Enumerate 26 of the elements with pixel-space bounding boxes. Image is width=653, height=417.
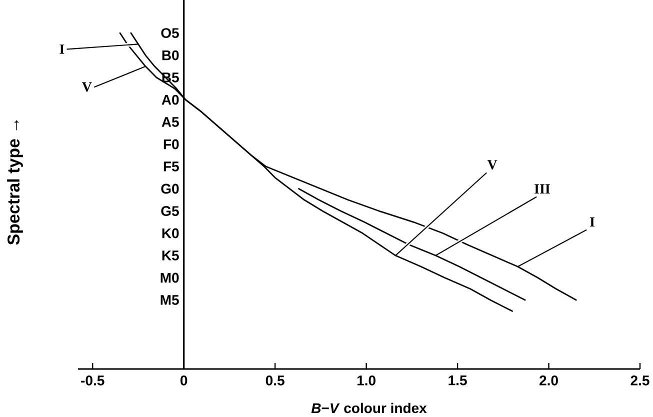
annotation: I (60, 44, 64, 54)
y-tick-label: G5 (161, 206, 179, 216)
y-tick-label: A5 (162, 117, 179, 127)
y-tick-label: F5 (164, 162, 179, 172)
y-tick-label: F0 (164, 139, 179, 150)
y-tick-label: K0 (162, 228, 179, 238)
y-tick-label: A0 (162, 94, 179, 105)
y-tick-label: G0 (161, 184, 179, 194)
annotation: V (487, 160, 498, 170)
y-tick-label: B0 (162, 50, 179, 60)
x-tick-label: 0 (180, 376, 188, 386)
text: V (82, 82, 92, 92)
x-axis-title: B−V colour index (311, 402, 427, 414)
y-tick-label: O5 (161, 28, 179, 38)
x-tick-label: 2.0 (540, 376, 558, 386)
x-tick-label: 2.5 (630, 376, 650, 386)
x-tick-label: 1.5 (448, 376, 467, 386)
text: III (534, 184, 550, 194)
x-tick-label: 0.5 (266, 376, 284, 386)
x-tick-label: -0.5 (81, 376, 104, 386)
x-tick-label: 1.0 (357, 376, 376, 386)
y-axis-title: Spectral type → (7, 120, 23, 245)
y-tick-label: K5 (162, 250, 179, 260)
y-tick-label: M5 (160, 295, 179, 305)
y-tick-label: M0 (160, 272, 179, 283)
text: I (590, 217, 594, 226)
